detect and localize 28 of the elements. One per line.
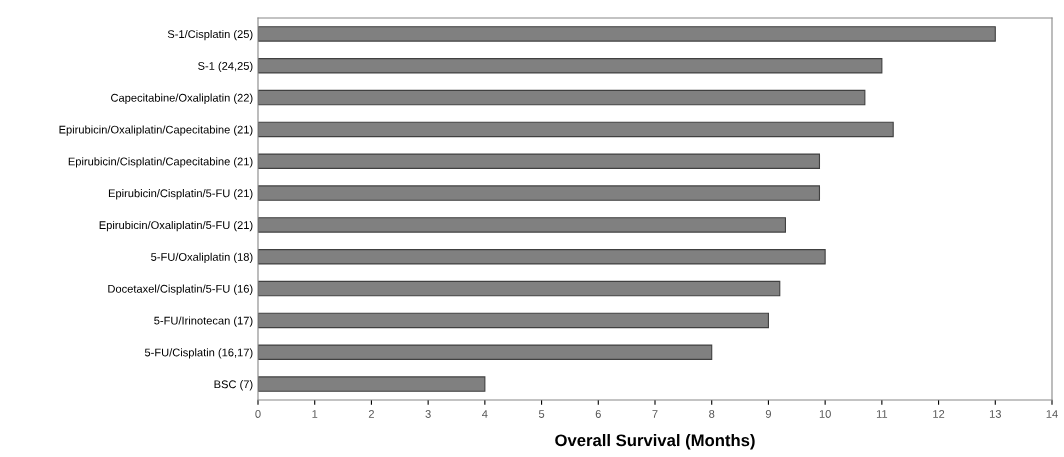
y-tick-label: Epirubicin/Cisplatin/5-FU (21) [108,189,253,200]
y-tick-label: S-1/Cisplatin (25) [167,29,253,41]
x-tick-label: 10 [819,410,831,418]
x-tick-label: 12 [933,410,945,418]
x-tick-label: 6 [595,410,601,418]
x-tick-label: 3 [425,410,431,418]
x-tick-label: 13 [989,410,1001,418]
x-tick-label: 2 [368,410,374,418]
x-tick-label: 7 [652,410,658,418]
x-axis-title: Overall Survival (Months) [555,433,755,450]
x-tick-label: 9 [765,410,771,418]
y-tick-label: BSC (7) [214,380,253,391]
y-tick-label: Capecitabine/Oxaliplatin (22) [111,93,253,104]
y-tick-label: Docetaxel/Cisplatin/5-FU (16) [108,284,253,295]
x-tick-label: 8 [709,410,715,418]
x-tick-label: 0 [255,410,261,418]
y-tick-label: 5-FU/Oxaliplatin (18) [151,252,253,264]
y-tick-label: 5-FU/Irinotecan (17) [154,316,253,327]
x-tick-label: 5 [538,410,545,418]
y-tick-label: Epirubicin/Oxaliplatin/Capecitabine (21) [59,125,253,136]
y-tick-label: S-1 (24,25) [198,61,253,73]
x-tick-label: 4 [482,410,488,418]
y-tick-label: Epirubicin/Cisplatin/Capecitabine (21) [68,157,253,168]
x-tick-label: 11 [876,410,888,418]
y-tick-label: 5-FU/Cisplatin (16,17) [144,348,253,359]
x-tick-label: 1 [312,410,318,418]
y-tick-label: Epirubicin/Oxaliplatin/5-FU (21) [99,220,253,232]
x-tick-label: 14 [1046,410,1058,418]
